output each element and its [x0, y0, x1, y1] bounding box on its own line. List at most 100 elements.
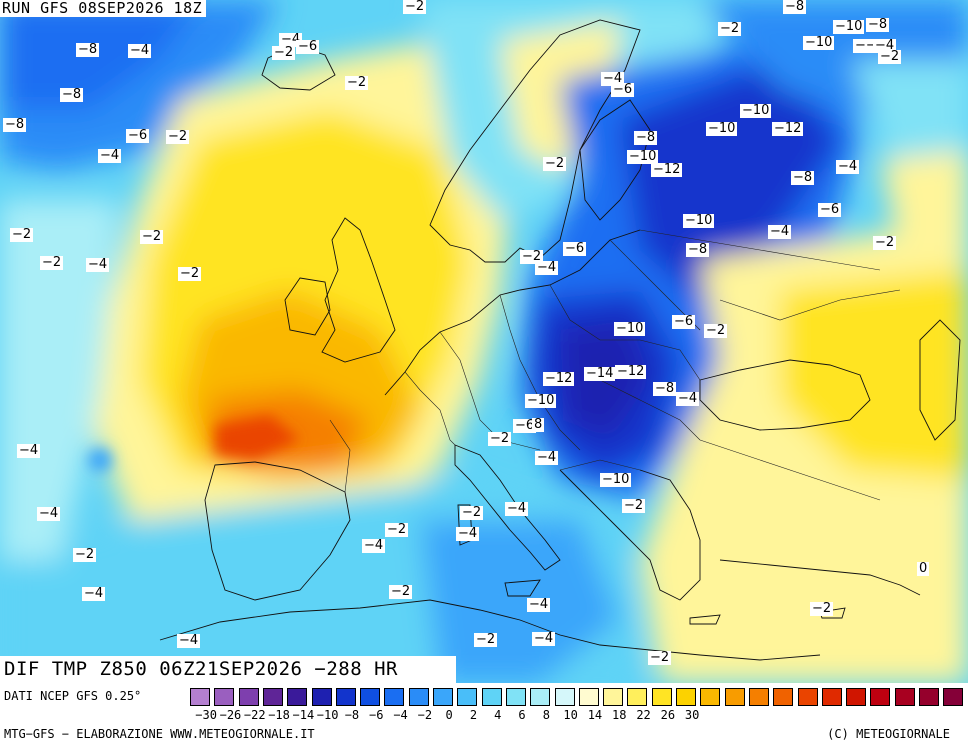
contour-label: −14 — [584, 366, 616, 381]
contour-label: −2 — [460, 505, 484, 520]
contour-label: −2 — [622, 498, 646, 513]
contour-label: −2 — [878, 49, 902, 64]
contour-label: −2 — [488, 431, 512, 446]
contour-label: −2 — [718, 21, 742, 36]
contour-label: −4 — [17, 443, 41, 458]
contour-label: −2 — [403, 0, 427, 14]
contour-label: −6 — [818, 202, 842, 217]
temperature-anomaly-map — [0, 0, 968, 683]
legend-swatch — [335, 688, 356, 706]
legend-swatch — [190, 688, 210, 706]
product-label: DIF TMP Z850 06Z21SEP2026 −288 HR — [0, 656, 456, 683]
legend-tick: 8 — [542, 708, 550, 722]
contour-label: −10 — [614, 321, 646, 336]
contour-label: −4 — [82, 586, 106, 601]
contour-label: −10 — [706, 121, 738, 136]
contour-label: 0 — [917, 561, 930, 576]
legend-swatch — [919, 688, 939, 706]
contour-label: −4 — [527, 597, 551, 612]
legend-swatch — [627, 688, 648, 706]
contour-label: −2 — [648, 650, 672, 665]
contour-label: −10 — [525, 393, 557, 408]
contour-label: −12 — [543, 371, 575, 386]
contour-label: −8 — [686, 242, 710, 257]
legend-tick: −6 — [369, 708, 384, 722]
legend-tick: 4 — [494, 708, 502, 722]
contour-label: −2 — [389, 584, 413, 599]
legend-swatch — [651, 688, 672, 706]
contour-label: −4 — [362, 538, 386, 553]
contour-label: −4 — [456, 526, 480, 541]
contour-label: −4 — [836, 159, 860, 174]
contour-label: −4 — [128, 43, 152, 58]
legend-swatch — [262, 688, 283, 706]
contour-label: −10 — [833, 19, 865, 34]
contour-label: −6 — [611, 82, 635, 97]
legend-tick: −18 — [268, 708, 290, 722]
contour-label: −4 — [86, 257, 110, 272]
legend-tick: −10 — [316, 708, 339, 722]
contour-label: −2 — [178, 266, 202, 281]
contour-label: −6 — [513, 418, 537, 433]
contour-label: −8 — [76, 42, 100, 57]
legend-tick: 22 — [636, 708, 651, 722]
credits-right: (C) METEOGIORNALE — [827, 727, 950, 741]
legend-swatch — [433, 688, 453, 706]
contour-label: −2 — [474, 632, 498, 647]
contour-label: −2 — [345, 75, 369, 90]
contour-label: −2 — [543, 156, 567, 171]
contour-label: −4 — [676, 391, 700, 406]
contour-label: −10 — [627, 149, 659, 164]
legend-swatch — [238, 688, 259, 706]
contour-label: −8 — [60, 87, 84, 102]
legend-swatch — [530, 688, 551, 706]
contour-label: −2 — [873, 235, 897, 250]
contour-label: −4 — [601, 71, 625, 86]
contour-label: −2 — [704, 323, 728, 338]
legend-tick: −26 — [219, 708, 242, 722]
contour-label: −6 — [672, 314, 696, 329]
contour-label: −2 — [166, 129, 190, 144]
contour-label: −− — [853, 38, 879, 53]
legend-swatch — [360, 688, 381, 706]
contour-label: −10 — [803, 35, 835, 50]
contour-label: −2 — [10, 227, 34, 242]
contour-label: −10 — [600, 472, 632, 487]
legend-tick: 18 — [612, 708, 627, 722]
legend-tick: −4 — [393, 708, 408, 722]
contour-label: −2 — [272, 45, 296, 60]
contour-label: −12 — [772, 121, 804, 136]
contour-label: −2 — [40, 255, 64, 270]
legend-swatch — [700, 688, 721, 706]
contour-label: −12 — [615, 364, 647, 379]
contour-label: −6 — [563, 241, 587, 256]
contour-label: −8 — [3, 117, 27, 132]
legend-tick: 10 — [563, 708, 578, 722]
contour-label: −4 — [177, 633, 201, 648]
legend-swatch — [311, 688, 332, 706]
legend-swatch — [870, 688, 891, 706]
legend-swatch — [797, 688, 818, 706]
coastlines — [159, 19, 961, 661]
contour-label: −2 — [810, 601, 834, 616]
legend-swatch — [481, 688, 502, 706]
legend-swatch — [748, 688, 769, 706]
credits-left: MTG−GFS − ELABORAZIONE WWW.METEOGIORNALE… — [4, 727, 315, 741]
run-label: RUN GFS 08SEP2026 18Z — [0, 0, 207, 17]
legend-swatch — [457, 688, 478, 706]
legend-swatch — [214, 688, 235, 706]
contour-label: −8 — [634, 130, 658, 145]
legend-swatch — [724, 688, 745, 706]
contour-label: −10 — [683, 213, 715, 228]
legend-swatch — [773, 688, 794, 706]
legend-swatch — [505, 688, 526, 706]
legend-tick: 2 — [469, 708, 478, 722]
legend-tick: −2 — [417, 708, 433, 722]
legend-tick: −30 — [195, 708, 217, 722]
contour-label: −2 — [520, 249, 544, 264]
contour-label: −2 — [140, 229, 164, 244]
source-label: DATI NCEP GFS 0.25° — [4, 689, 142, 703]
contour-label: −4 — [37, 506, 61, 521]
contour-label: −10 — [740, 103, 772, 118]
